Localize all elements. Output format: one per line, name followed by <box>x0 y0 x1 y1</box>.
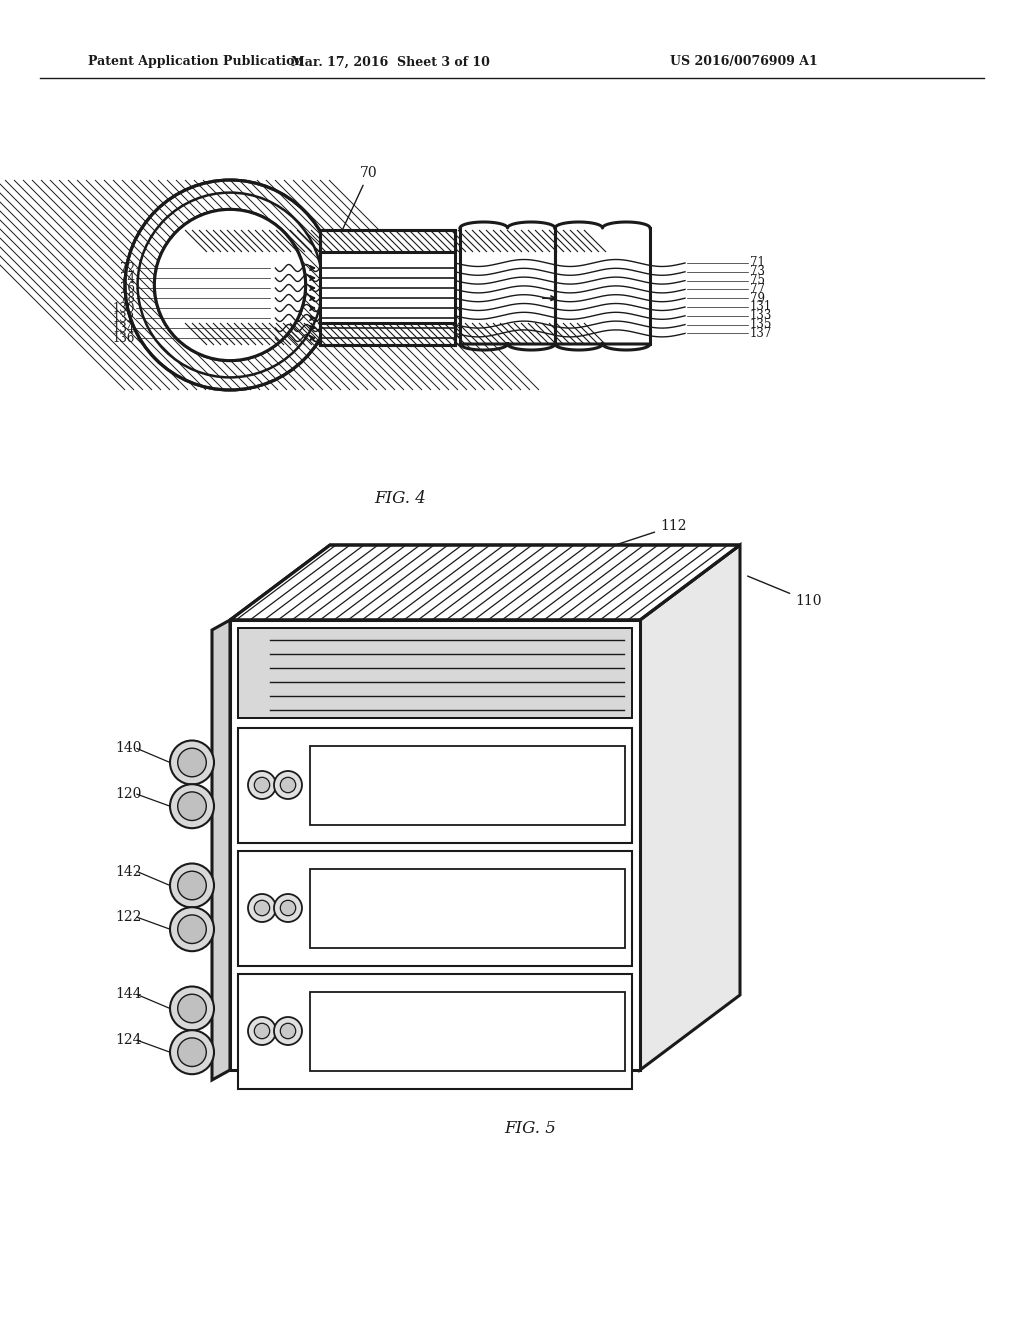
Circle shape <box>170 863 214 908</box>
Text: Mar. 17, 2016  Sheet 3 of 10: Mar. 17, 2016 Sheet 3 of 10 <box>291 55 489 69</box>
Bar <box>319 252 455 323</box>
Text: 114: 114 <box>652 667 736 680</box>
Circle shape <box>254 1023 269 1039</box>
Circle shape <box>281 1023 296 1039</box>
Text: 122: 122 <box>115 911 141 924</box>
Circle shape <box>178 994 206 1023</box>
Text: 112: 112 <box>518 519 686 577</box>
Bar <box>238 628 632 718</box>
Circle shape <box>281 777 296 793</box>
Bar <box>238 628 632 718</box>
Text: 134: 134 <box>113 322 135 334</box>
Text: 142: 142 <box>115 865 141 879</box>
Circle shape <box>274 771 302 799</box>
Bar <box>310 746 625 825</box>
Text: FIG. 4: FIG. 4 <box>374 490 426 507</box>
Text: 133: 133 <box>750 309 772 322</box>
Bar <box>460 228 555 345</box>
Text: 120: 120 <box>115 787 141 801</box>
Text: 144: 144 <box>115 987 141 1002</box>
Circle shape <box>178 748 206 776</box>
Text: 135: 135 <box>750 318 772 331</box>
Circle shape <box>248 1016 276 1045</box>
Circle shape <box>178 915 206 944</box>
Circle shape <box>155 210 305 360</box>
Polygon shape <box>230 545 740 620</box>
Circle shape <box>178 792 206 821</box>
Text: 124: 124 <box>115 1034 141 1047</box>
Text: 74: 74 <box>120 272 135 285</box>
Circle shape <box>248 894 276 921</box>
Text: 75: 75 <box>750 275 765 286</box>
Text: 73: 73 <box>750 265 765 279</box>
Circle shape <box>170 907 214 952</box>
Text: 76: 76 <box>120 281 135 294</box>
Text: 71: 71 <box>750 256 765 269</box>
Circle shape <box>248 771 276 799</box>
Text: FIG. 5: FIG. 5 <box>504 1119 556 1137</box>
Bar <box>310 869 625 948</box>
Polygon shape <box>640 545 740 1071</box>
Text: 140: 140 <box>115 742 141 755</box>
Circle shape <box>281 900 296 916</box>
Circle shape <box>170 784 214 828</box>
Text: 116: 116 <box>652 777 736 792</box>
Polygon shape <box>212 620 230 1080</box>
Text: 79: 79 <box>750 292 765 305</box>
Text: US 2016/0076909 A1: US 2016/0076909 A1 <box>670 55 818 69</box>
Text: 72: 72 <box>120 261 135 275</box>
Circle shape <box>170 1030 214 1074</box>
Circle shape <box>254 777 269 793</box>
Text: 132: 132 <box>113 312 135 325</box>
Bar <box>319 230 455 345</box>
Text: Patent Application Publication: Patent Application Publication <box>88 55 303 69</box>
Circle shape <box>170 986 214 1031</box>
Bar <box>238 851 632 966</box>
Circle shape <box>178 871 206 900</box>
Text: 131: 131 <box>750 301 772 314</box>
Circle shape <box>254 900 269 916</box>
Text: 110: 110 <box>748 576 821 609</box>
Circle shape <box>274 894 302 921</box>
Circle shape <box>155 210 305 360</box>
Text: 70: 70 <box>341 166 378 232</box>
Bar <box>555 228 650 345</box>
Text: 130: 130 <box>113 301 135 314</box>
Circle shape <box>274 1016 302 1045</box>
Bar <box>319 230 455 252</box>
Bar <box>310 993 625 1071</box>
Text: 77: 77 <box>750 282 765 296</box>
Bar <box>238 974 632 1089</box>
Circle shape <box>170 741 214 784</box>
Text: 136: 136 <box>113 331 135 345</box>
Text: 118: 118 <box>652 902 736 915</box>
Text: 137: 137 <box>750 327 772 339</box>
Bar <box>238 729 632 843</box>
Bar <box>230 620 640 1071</box>
Bar <box>319 323 455 345</box>
Circle shape <box>125 180 335 389</box>
Circle shape <box>178 1038 206 1067</box>
Text: 78: 78 <box>120 292 135 305</box>
